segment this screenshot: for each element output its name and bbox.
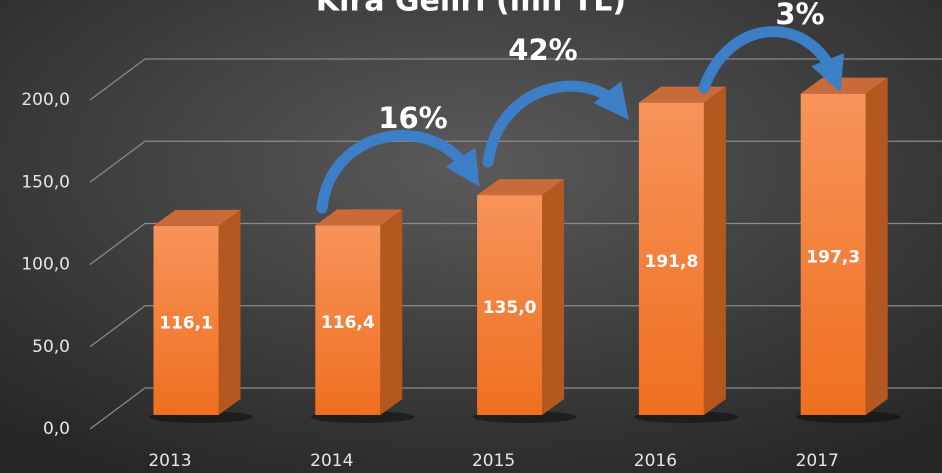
bar: [638, 86, 726, 416]
arrow: [482, 80, 629, 168]
x-tick-label: 2017: [796, 451, 839, 471]
grid-line: [89, 58, 942, 101]
annotation: 16%: [378, 101, 447, 135]
value-label: 116,1: [159, 313, 213, 333]
y-tick-label: 200,0: [21, 90, 70, 110]
arrow: [698, 26, 844, 94]
y-tick-label: 150,0: [21, 172, 70, 192]
y-tick-label: 100,0: [21, 255, 70, 275]
x-tick-label: 2015: [472, 451, 515, 471]
y-tick-label: 0,0: [43, 419, 70, 439]
annotation: 42%: [508, 33, 577, 67]
x-tick-label: 2016: [634, 451, 677, 471]
arrows: [316, 26, 844, 214]
bar-top: [477, 179, 565, 196]
bar-front: [638, 102, 704, 416]
arrow: [316, 130, 480, 214]
bar: [315, 209, 403, 415]
bar-front: [153, 225, 219, 415]
bar-side: [865, 77, 888, 416]
bar: [477, 179, 565, 415]
bar-front: [315, 225, 381, 415]
value-label: 191,8: [645, 252, 699, 272]
bar-top: [153, 209, 241, 226]
annotation: 3%: [775, 0, 824, 31]
y-tick-label: 50,0: [32, 337, 70, 357]
bar-side: [703, 86, 726, 416]
bar: [153, 209, 241, 415]
x-tick-label: 2013: [148, 451, 191, 471]
value-label: 197,3: [806, 247, 860, 267]
bar-side: [542, 179, 565, 415]
value-label: 116,4: [321, 313, 375, 333]
bar-front: [477, 195, 543, 415]
bar-side: [380, 209, 403, 415]
bar-top: [315, 209, 403, 226]
chart-title: Kira Geliri (mn TL): [316, 0, 626, 19]
bar: [800, 77, 888, 416]
bar-side: [218, 209, 241, 415]
x-tick-label: 2014: [310, 451, 353, 471]
value-label: 135,0: [483, 298, 537, 318]
bar-front: [800, 93, 866, 416]
